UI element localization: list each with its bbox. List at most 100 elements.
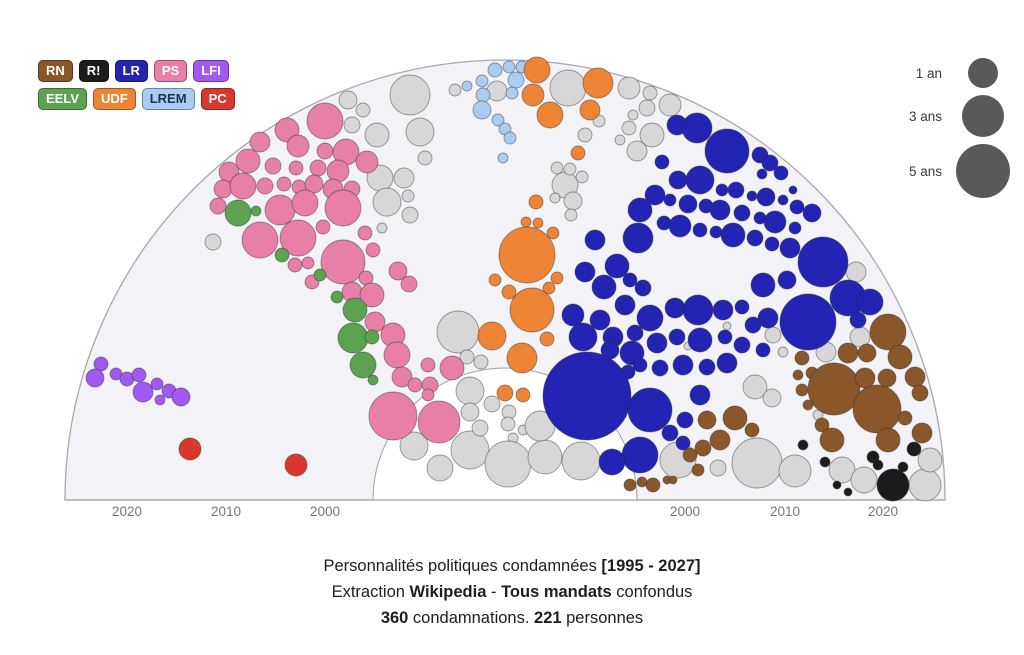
bubble-rn[interactable] <box>814 417 830 433</box>
bubble-udf[interactable] <box>520 216 532 228</box>
bubble-none[interactable] <box>731 437 783 489</box>
bubble-ps[interactable] <box>316 142 334 160</box>
bubble-udf[interactable] <box>582 67 614 99</box>
bubble-ps[interactable] <box>256 177 274 195</box>
bubble-lr[interactable] <box>692 222 708 238</box>
bubble-ps[interactable] <box>209 197 227 215</box>
bubble-udf[interactable] <box>550 271 564 285</box>
bubble-lr[interactable] <box>685 165 715 195</box>
bubble-none[interactable] <box>638 99 656 117</box>
bubble-none[interactable] <box>473 354 489 370</box>
bubble-none[interactable] <box>399 431 429 461</box>
bubble-lr[interactable] <box>757 307 779 329</box>
bubble-ps[interactable] <box>235 148 261 174</box>
bubble-none[interactable] <box>401 206 419 224</box>
bubble-lr[interactable] <box>755 342 771 358</box>
bubble-ps[interactable] <box>309 159 327 177</box>
bubble-rn[interactable] <box>837 342 859 364</box>
bubble-ps[interactable] <box>383 341 411 369</box>
bubble-lr[interactable] <box>802 203 822 223</box>
bubble-none[interactable] <box>355 102 371 118</box>
bubble-none[interactable] <box>550 161 564 175</box>
bubble-r[interactable] <box>832 480 842 490</box>
bubble-lr[interactable] <box>764 236 780 252</box>
bubble-none[interactable] <box>417 150 433 166</box>
bubble-lr[interactable] <box>750 272 776 298</box>
bubble-lr[interactable] <box>584 229 606 251</box>
bubble-lr[interactable] <box>856 288 884 316</box>
bubble-lr[interactable] <box>788 185 798 195</box>
bubble-lr[interactable] <box>542 351 632 441</box>
bubble-r[interactable] <box>906 441 922 457</box>
bubble-r[interactable] <box>819 456 831 468</box>
bubble-ps[interactable] <box>249 131 271 153</box>
bubble-rn[interactable] <box>794 350 810 366</box>
bubble-lr[interactable] <box>773 165 789 181</box>
bubble-lrem[interactable] <box>502 60 516 74</box>
bubble-none[interactable] <box>338 90 358 110</box>
bubble-lr[interactable] <box>632 357 648 373</box>
bubble-lr[interactable] <box>622 222 654 254</box>
bubble-lfi[interactable] <box>150 377 164 391</box>
bubble-lfi[interactable] <box>109 367 123 381</box>
bubble-lrem[interactable] <box>475 74 489 88</box>
bubble-lr[interactable] <box>661 424 679 442</box>
bubble-none[interactable] <box>486 80 508 102</box>
bubble-none[interactable] <box>639 122 665 148</box>
bubble-lr[interactable] <box>634 279 652 297</box>
bubble-none[interactable] <box>828 456 856 484</box>
bubble-ps[interactable] <box>213 179 233 199</box>
bubble-r[interactable] <box>897 461 909 473</box>
bubble-lrem[interactable] <box>491 113 505 127</box>
bubble-lr[interactable] <box>668 214 692 238</box>
bubble-lr[interactable] <box>777 194 789 206</box>
bubble-eelv[interactable] <box>224 199 252 227</box>
bubble-rn[interactable] <box>852 384 902 434</box>
bubble-none[interactable] <box>204 233 222 251</box>
bubble-rn[interactable] <box>911 422 933 444</box>
bubble-lr[interactable] <box>654 154 670 170</box>
bubble-ps[interactable] <box>407 377 423 393</box>
bubble-lr[interactable] <box>664 297 686 319</box>
bubble-udf[interactable] <box>536 101 564 129</box>
bubble-ps[interactable] <box>287 257 303 273</box>
bubble-ps[interactable] <box>368 391 418 441</box>
bubble-none[interactable] <box>626 140 648 162</box>
bubble-lr[interactable] <box>779 293 837 351</box>
bubble-none[interactable] <box>563 191 583 211</box>
bubble-none[interactable] <box>575 170 589 184</box>
bubble-lr[interactable] <box>604 253 630 279</box>
bubble-ps[interactable] <box>388 261 408 281</box>
bubble-ps[interactable] <box>288 160 304 176</box>
bubble-none[interactable] <box>450 430 490 470</box>
bubble-udf[interactable] <box>506 342 538 374</box>
bubble-none[interactable] <box>850 466 878 494</box>
bubble-rn[interactable] <box>795 383 809 397</box>
bubble-udf[interactable] <box>488 273 502 287</box>
bubble-none[interactable] <box>549 69 587 107</box>
bubble-eelv[interactable] <box>330 290 344 304</box>
legend-badge-udf[interactable]: UDF <box>93 88 136 110</box>
bubble-none[interactable] <box>564 208 578 222</box>
bubble-eelv[interactable] <box>367 374 379 386</box>
bubble-rn[interactable] <box>691 463 705 477</box>
legend-badge-eelv[interactable]: EELV <box>38 88 87 110</box>
bubble-ps[interactable] <box>264 157 282 175</box>
bubble-ps[interactable] <box>304 174 324 194</box>
bubble-lr[interactable] <box>779 237 801 259</box>
bubble-rn[interactable] <box>911 384 929 402</box>
bubble-lr[interactable] <box>709 199 731 221</box>
bubble-rn[interactable] <box>792 369 804 381</box>
bubble-ps[interactable] <box>264 194 296 226</box>
bubble-none[interactable] <box>563 162 577 176</box>
bubble-lrem[interactable] <box>461 80 473 92</box>
bubble-none[interactable] <box>393 167 415 189</box>
bubble-none[interactable] <box>709 459 727 477</box>
bubble-ps[interactable] <box>357 225 373 241</box>
bubble-rn[interactable] <box>877 368 897 388</box>
bubble-lr[interactable] <box>672 354 694 376</box>
bubble-eelv[interactable] <box>337 322 369 354</box>
bubble-ps[interactable] <box>421 388 435 402</box>
bubble-rn[interactable] <box>722 405 748 431</box>
bubble-eelv[interactable] <box>313 268 327 282</box>
